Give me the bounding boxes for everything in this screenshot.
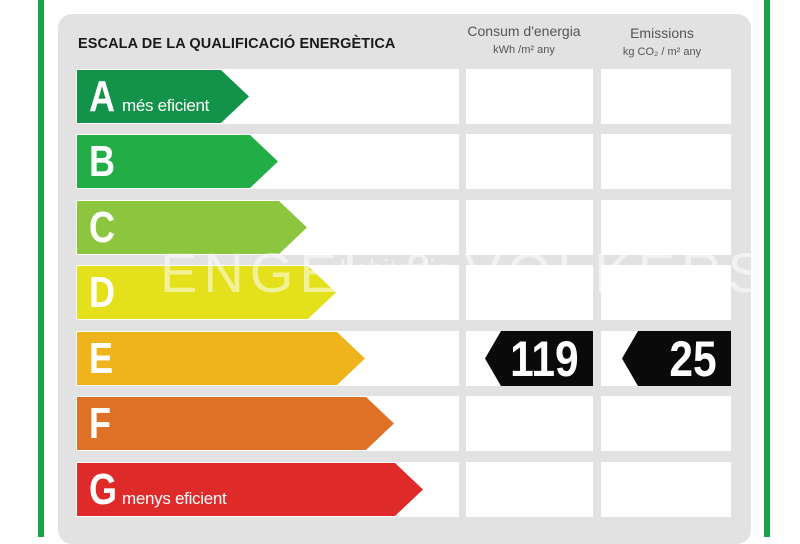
- rating-letter: E: [89, 334, 114, 383]
- rating-sublabel: més eficient: [122, 96, 210, 115]
- consum-value-badge: 119: [485, 331, 593, 386]
- scale-title: ESCALA DE LA QUALIFICACIÓ ENERGÈTICA: [78, 36, 396, 52]
- consum-cell: [466, 200, 593, 255]
- consum-cell: [466, 134, 593, 189]
- rating-letter: F: [89, 399, 112, 448]
- emissions-column-header: Emissions kg CO₂ / m² any: [600, 25, 724, 61]
- rating-arrow-b: B: [77, 135, 278, 188]
- consum-value: 119: [510, 331, 579, 387]
- rating-letter: C: [89, 203, 116, 252]
- left-green-border: [38, 0, 44, 537]
- consum-header-unit: kWh /m² any: [493, 44, 555, 56]
- emissions-cell: [601, 462, 731, 517]
- consum-cell: [466, 462, 593, 517]
- emissions-cell: [601, 69, 731, 124]
- emissions-cell: [601, 265, 731, 320]
- consum-cell: [466, 265, 593, 320]
- watermark: ENGEL & VÖLKERS habitaclia: [160, 240, 771, 305]
- rating-row-e: E 119 25: [0, 331, 800, 386]
- rating-arrow-e: E: [77, 332, 365, 385]
- watermark-secondary: habitaclia: [340, 254, 450, 284]
- rating-arrow-f: F: [77, 397, 394, 450]
- rating-row-b: B: [0, 134, 800, 189]
- rating-row-f: F: [0, 396, 800, 451]
- watermark-text: ENGEL & VÖLKERS: [160, 241, 771, 304]
- consum-column-header: Consum d'energia kWh /m² any: [466, 23, 582, 59]
- consum-header-title: Consum d'energia: [467, 23, 581, 39]
- emissions-cell: [601, 134, 731, 189]
- emissions-header-title: Emissions: [630, 25, 694, 41]
- emissions-value: 25: [669, 331, 717, 387]
- emissions-cell: [601, 396, 731, 451]
- rating-sublabel: menys eficient: [122, 489, 227, 508]
- rating-letter: A: [89, 72, 116, 121]
- right-green-border: [764, 0, 770, 537]
- rating-row-c: C: [0, 200, 800, 255]
- rating-letter: D: [89, 268, 116, 317]
- rating-letter: G: [89, 465, 118, 514]
- rating-letter: B: [89, 137, 116, 186]
- consum-cell: [466, 69, 593, 124]
- rating-arrow-c: C: [77, 201, 307, 254]
- rating-row-d: D: [0, 265, 800, 320]
- emissions-value-badge: 25: [622, 331, 731, 386]
- emissions-cell: [601, 200, 731, 255]
- consum-cell: [466, 396, 593, 451]
- rating-arrow-d: D: [77, 266, 336, 319]
- emissions-header-unit: kg CO₂ / m² any: [622, 46, 702, 58]
